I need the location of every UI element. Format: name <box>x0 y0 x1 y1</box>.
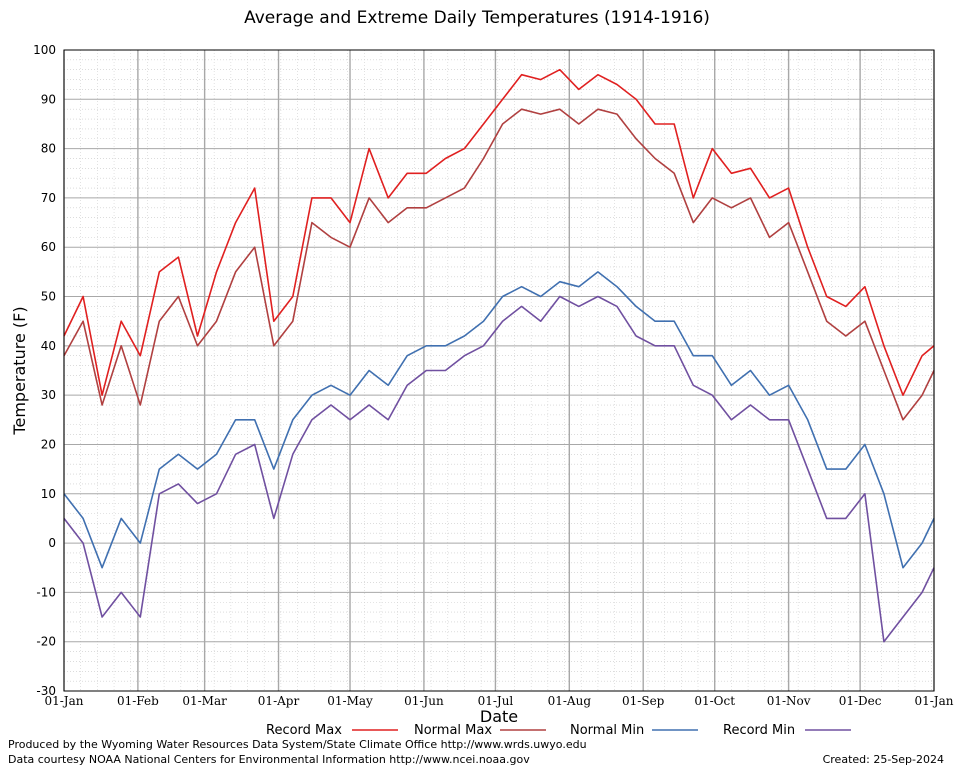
plot-area <box>64 50 934 691</box>
y-tick-label: -30 <box>36 684 56 698</box>
y-tick-label: 100 <box>33 43 56 57</box>
series-line-normal-min <box>63 271 935 569</box>
y-tick-label: -10 <box>36 585 56 599</box>
created-date: Created: 25-Sep-2024 <box>822 753 944 766</box>
y-tick-label: 40 <box>41 339 56 353</box>
x-tick-label: 01-Jan <box>44 694 83 708</box>
x-tick-label: 01-Sep <box>622 694 665 708</box>
x-tick-label: 01-Aug <box>548 694 592 708</box>
series-line-record-max <box>63 68 935 397</box>
credit-line-2: Data courtesy NOAA National Centers for … <box>8 753 530 766</box>
chart-title: Average and Extreme Daily Temperatures (… <box>244 8 710 28</box>
y-tick-label: 70 <box>41 191 56 205</box>
y-tick-label: 90 <box>41 92 56 106</box>
x-tick-label: 01-May <box>327 694 373 708</box>
y-tick-label: 60 <box>41 240 56 254</box>
y-tick-label: -20 <box>36 635 56 649</box>
y-tick-label: 30 <box>41 388 56 402</box>
series-line-normal-max <box>63 108 935 421</box>
x-tick-label: 01-Dec <box>839 694 882 708</box>
legend-label: Normal Min <box>570 723 644 738</box>
y-tick-label: 10 <box>41 487 56 501</box>
y-tick-label: 50 <box>41 290 56 304</box>
x-tick-label: 01-Oct <box>694 694 735 708</box>
x-tick-label: 01-Nov <box>767 694 811 708</box>
y-tick-label: 20 <box>41 437 56 451</box>
plot-frame <box>63 49 935 692</box>
y-axis-label: Temperature (F) <box>10 306 29 435</box>
legend-label: Normal Max <box>414 723 492 738</box>
legend-label: Record Max <box>266 723 342 738</box>
y-tick-label: 0 <box>48 536 56 550</box>
legend-label: Record Min <box>723 723 795 738</box>
y-tick-label: 80 <box>41 142 56 156</box>
x-axis-label: Date <box>480 707 518 726</box>
x-tick-label: 01-Mar <box>182 694 227 708</box>
x-tick-label: 01-Apr <box>258 694 300 708</box>
x-tick-label: 01-Jan <box>914 694 953 708</box>
credit-line-1: Produced by the Wyoming Water Resources … <box>8 738 587 751</box>
x-tick-label: 01-Jun <box>404 694 444 708</box>
x-tick-label: 01-Jul <box>478 694 514 708</box>
x-tick-label: 01-Feb <box>117 694 159 708</box>
series-line-record-min <box>63 295 935 643</box>
